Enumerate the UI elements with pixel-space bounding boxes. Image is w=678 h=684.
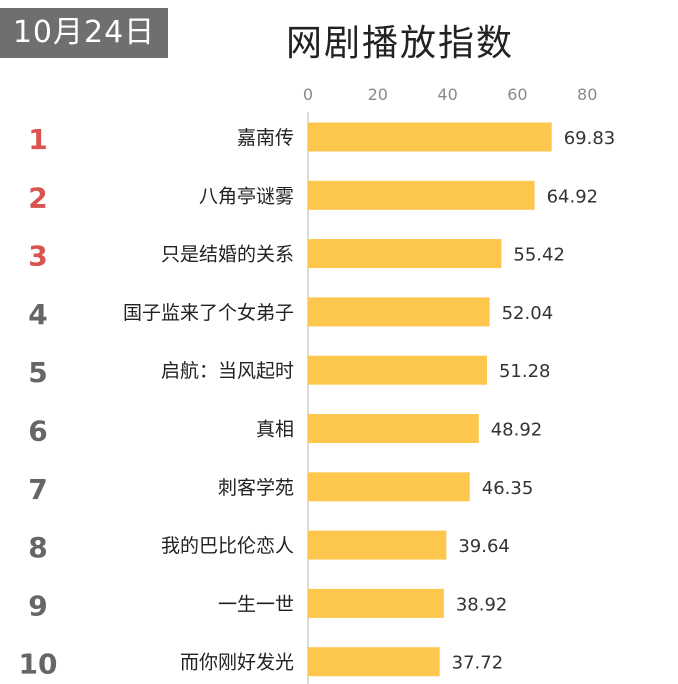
category-label: 嘉南传 [237,127,294,149]
category-label: 只是结婚的关系 [161,244,294,266]
bar [308,355,487,385]
rank-number: 2 [28,181,47,214]
category-label: 八角亭谜雾 [199,185,294,207]
value-label: 38.92 [456,594,508,615]
x-tick-label: 40 [437,85,457,104]
rank-number: 7 [28,473,47,506]
value-label: 37.72 [452,653,504,674]
value-label: 64.92 [547,186,599,207]
bar [308,122,552,152]
rank-number: 6 [28,415,47,448]
value-label: 55.42 [513,245,565,266]
bar [308,180,535,210]
value-label: 69.83 [564,128,616,149]
bar [308,239,502,269]
value-label: 51.28 [499,361,551,382]
rank-number: 1 [28,123,47,156]
x-tick-label: 20 [368,85,388,104]
category-label: 启航：当风起时 [161,360,294,382]
bar [308,414,479,443]
bar [308,297,490,327]
value-label: 39.64 [458,536,510,557]
date-badge: 10月24日 [0,8,168,58]
bar [308,588,444,618]
category-label: 我的巴比伦恋人 [161,535,294,557]
bar [308,472,470,502]
category-label: 而你刚好发光 [180,652,294,674]
x-tick-label: 80 [577,85,597,104]
category-label: 真相 [256,419,294,441]
value-label: 48.92 [491,420,543,441]
chart-title: 网剧播放指数 [285,23,514,64]
rank-number: 3 [28,240,47,273]
rank-number: 5 [28,356,47,389]
category-label: 国子监来了个女弟子 [123,302,294,324]
category-label: 一生一世 [218,593,294,615]
bar [308,530,447,560]
bar [308,647,440,677]
rank-number: 8 [28,531,47,564]
category-label: 刺客学苑 [218,477,294,499]
rank-number: 4 [28,298,47,331]
value-label: 52.04 [502,303,554,324]
x-tick-label: 0 [303,85,313,104]
rank-number: 9 [28,589,47,622]
value-label: 46.35 [482,478,534,499]
rank-number: 10 [19,648,58,681]
x-tick-label: 60 [507,85,527,104]
